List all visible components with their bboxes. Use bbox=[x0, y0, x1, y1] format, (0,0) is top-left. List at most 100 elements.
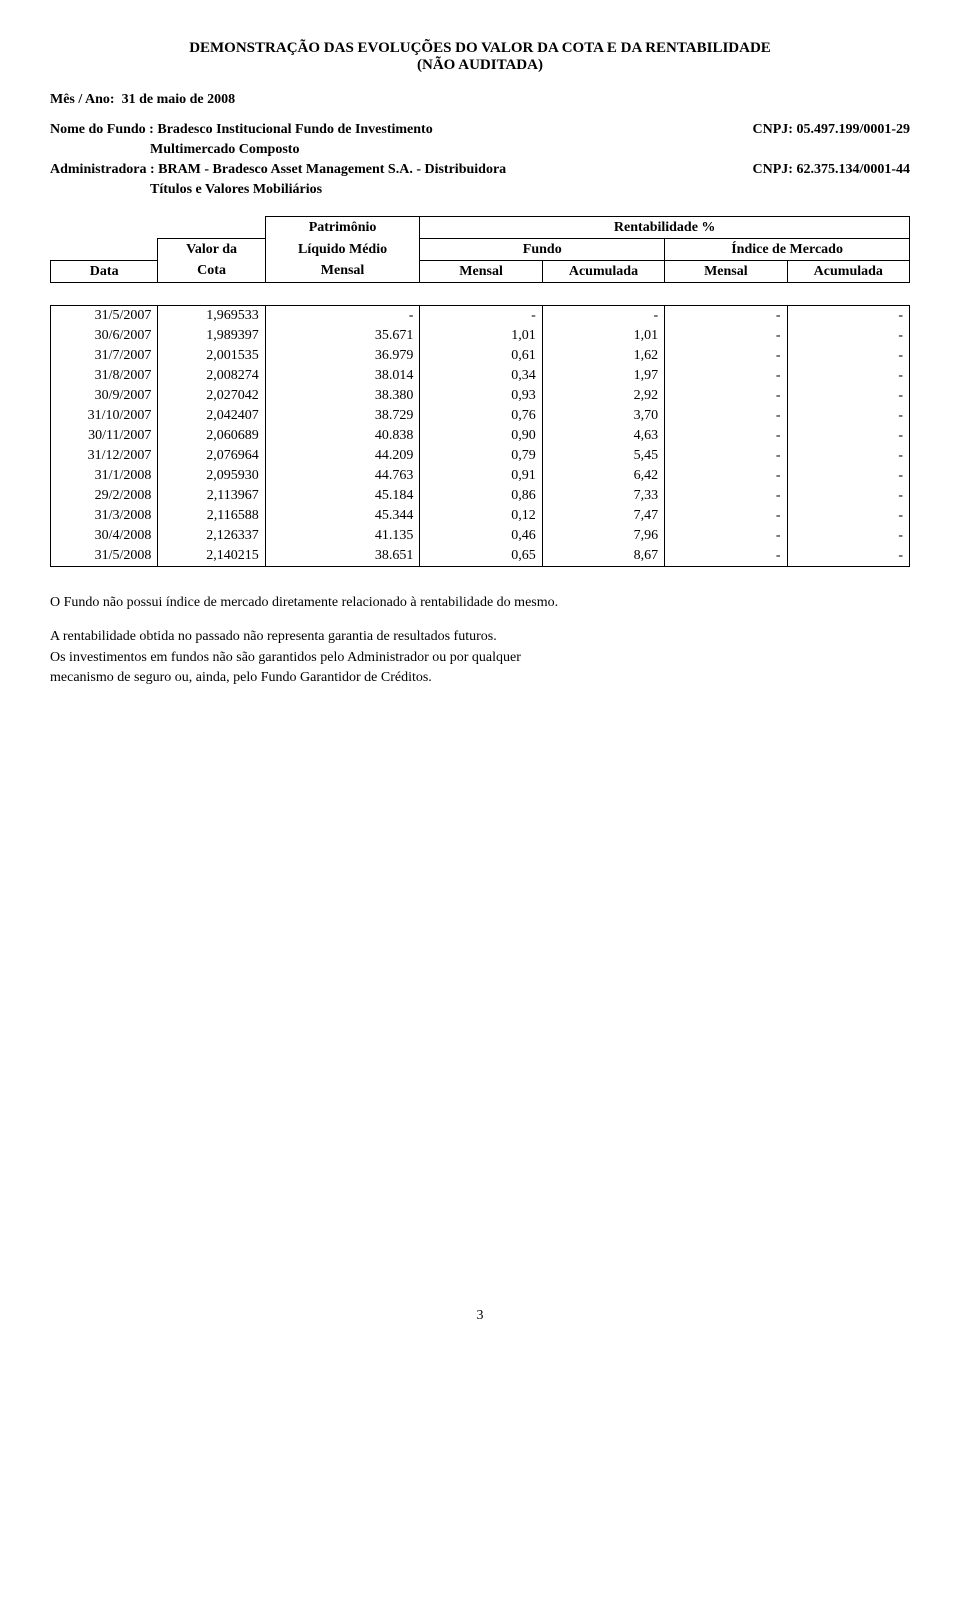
cell-fundo-acumulada: 5,45 bbox=[542, 446, 664, 466]
cell-indice-mensal: - bbox=[665, 346, 787, 366]
cell-fundo-mensal: 0,65 bbox=[420, 546, 542, 567]
admin-label: Administradora : bbox=[50, 162, 155, 177]
cell-indice-mensal: - bbox=[665, 506, 787, 526]
note-1: O Fundo não possui índice de mercado dir… bbox=[50, 593, 910, 613]
cell-cota: 2,095930 bbox=[158, 466, 265, 486]
cell-patrimonio: 44.209 bbox=[265, 446, 420, 466]
table-row: 31/5/20071,969533----- bbox=[51, 306, 910, 327]
table-row: 31/10/20072,04240738.7290,763,70-- bbox=[51, 406, 910, 426]
note-2a: A rentabilidade obtida no passado não re… bbox=[50, 629, 497, 644]
cell-patrimonio: 38.651 bbox=[265, 546, 420, 567]
cell-cota: 2,076964 bbox=[158, 446, 265, 466]
cell-fundo-acumulada: 7,47 bbox=[542, 506, 664, 526]
cell-fundo-acumulada: 8,67 bbox=[542, 546, 664, 567]
cell-date: 30/4/2008 bbox=[51, 526, 158, 546]
cell-cota: 2,001535 bbox=[158, 346, 265, 366]
cell-cota: 1,969533 bbox=[158, 306, 265, 327]
admin-line2: Títulos e Valores Mobiliários bbox=[50, 182, 322, 198]
cell-indice-mensal: - bbox=[665, 306, 787, 327]
cell-indice-acumulada: - bbox=[787, 546, 909, 567]
cell-fundo-mensal: 1,01 bbox=[420, 326, 542, 346]
cell-fundo-acumulada: - bbox=[542, 306, 664, 327]
cell-cota: 2,126337 bbox=[158, 526, 265, 546]
hdr-cota: Cota bbox=[158, 261, 265, 283]
cell-patrimonio: 36.979 bbox=[265, 346, 420, 366]
header-table: Patrimônio Rentabilidade % Valor da Líqu… bbox=[50, 216, 910, 283]
cell-date: 31/8/2007 bbox=[51, 366, 158, 386]
title-line-1: DEMONSTRAÇÃO DAS EVOLUÇÕES DO VALOR DA C… bbox=[50, 40, 910, 57]
cell-indice-acumulada: - bbox=[787, 526, 909, 546]
cell-cota: 2,060689 bbox=[158, 426, 265, 446]
note-2c: mecanismo de seguro ou, ainda, pelo Fund… bbox=[50, 670, 432, 685]
title-line-2: (NÃO AUDITADA) bbox=[50, 57, 910, 74]
cell-indice-acumulada: - bbox=[787, 506, 909, 526]
cell-fundo-acumulada: 2,92 bbox=[542, 386, 664, 406]
cell-fundo-acumulada: 1,97 bbox=[542, 366, 664, 386]
cell-cota: 2,027042 bbox=[158, 386, 265, 406]
cell-fundo-acumulada: 7,96 bbox=[542, 526, 664, 546]
cell-date: 30/9/2007 bbox=[51, 386, 158, 406]
notes-block: O Fundo não possui índice de mercado dir… bbox=[50, 593, 910, 688]
cell-fundo-mensal: 0,61 bbox=[420, 346, 542, 366]
cell-date: 31/3/2008 bbox=[51, 506, 158, 526]
hdr-data: Data bbox=[51, 261, 158, 283]
cell-patrimonio: - bbox=[265, 306, 420, 327]
cell-patrimonio: 45.184 bbox=[265, 486, 420, 506]
hdr-indice-acumulada: Acumulada bbox=[787, 261, 909, 283]
mes-ano-label: Mês / Ano: bbox=[50, 92, 115, 107]
cell-fundo-acumulada: 1,01 bbox=[542, 326, 664, 346]
cnpj-admin-value: 62.375.134/0001-44 bbox=[796, 162, 910, 177]
cell-patrimonio: 38.380 bbox=[265, 386, 420, 406]
cell-patrimonio: 45.344 bbox=[265, 506, 420, 526]
hdr-indice: Índice de Mercado bbox=[665, 239, 910, 261]
cell-fundo-acumulada: 1,62 bbox=[542, 346, 664, 366]
cell-fundo-acumulada: 7,33 bbox=[542, 486, 664, 506]
cell-indice-acumulada: - bbox=[787, 466, 909, 486]
title-block: DEMONSTRAÇÃO DAS EVOLUÇÕES DO VALOR DA C… bbox=[50, 40, 910, 74]
cell-indice-acumulada: - bbox=[787, 406, 909, 426]
cnpj-fundo-value: 05.497.199/0001-29 bbox=[796, 122, 910, 137]
cell-indice-acumulada: - bbox=[787, 346, 909, 366]
cell-patrimonio: 35.671 bbox=[265, 326, 420, 346]
cell-fundo-acumulada: 4,63 bbox=[542, 426, 664, 446]
cell-cota: 1,989397 bbox=[158, 326, 265, 346]
cell-fundo-mensal: 0,79 bbox=[420, 446, 542, 466]
hdr-mensal-pl: Mensal bbox=[265, 261, 420, 283]
cell-patrimonio: 41.135 bbox=[265, 526, 420, 546]
nome-fundo-value: Bradesco Institucional Fundo de Investim… bbox=[157, 122, 432, 137]
table-row: 31/12/20072,07696444.2090,795,45-- bbox=[51, 446, 910, 466]
table-row: 31/7/20072,00153536.9790,611,62-- bbox=[51, 346, 910, 366]
cell-patrimonio: 40.838 bbox=[265, 426, 420, 446]
cell-date: 29/2/2008 bbox=[51, 486, 158, 506]
admin-value: BRAM - Bradesco Asset Management S.A. - … bbox=[158, 162, 506, 177]
cell-indice-acumulada: - bbox=[787, 306, 909, 327]
nome-fundo-line2: Multimercado Composto bbox=[50, 142, 299, 158]
cell-cota: 2,116588 bbox=[158, 506, 265, 526]
cell-patrimonio: 38.729 bbox=[265, 406, 420, 426]
hdr-indice-mensal: Mensal bbox=[665, 261, 787, 283]
cell-cota: 2,140215 bbox=[158, 546, 265, 567]
cell-date: 30/11/2007 bbox=[51, 426, 158, 446]
cell-cota: 2,042407 bbox=[158, 406, 265, 426]
cell-indice-mensal: - bbox=[665, 486, 787, 506]
cnpj-admin-label: CNPJ: bbox=[753, 162, 793, 177]
table-row: 30/6/20071,98939735.6711,011,01-- bbox=[51, 326, 910, 346]
hdr-rentabilidade: Rentabilidade % bbox=[420, 217, 910, 239]
hdr-fundo-acumulada: Acumulada bbox=[542, 261, 664, 283]
cell-indice-mensal: - bbox=[665, 426, 787, 446]
cell-fundo-mensal: - bbox=[420, 306, 542, 327]
hdr-valor-da: Valor da bbox=[158, 239, 265, 261]
cell-patrimonio: 44.763 bbox=[265, 466, 420, 486]
cell-indice-mensal: - bbox=[665, 386, 787, 406]
cell-date: 31/1/2008 bbox=[51, 466, 158, 486]
cell-date: 31/5/2008 bbox=[51, 546, 158, 567]
nome-fundo-label: Nome do Fundo : bbox=[50, 122, 154, 137]
cell-indice-acumulada: - bbox=[787, 366, 909, 386]
hdr-fundo: Fundo bbox=[420, 239, 665, 261]
cell-fundo-mensal: 0,46 bbox=[420, 526, 542, 546]
table-row: 29/2/20082,11396745.1840,867,33-- bbox=[51, 486, 910, 506]
cell-fundo-mensal: 0,86 bbox=[420, 486, 542, 506]
table-row: 31/3/20082,11658845.3440,127,47-- bbox=[51, 506, 910, 526]
table-row: 31/8/20072,00827438.0140,341,97-- bbox=[51, 366, 910, 386]
cell-date: 31/7/2007 bbox=[51, 346, 158, 366]
